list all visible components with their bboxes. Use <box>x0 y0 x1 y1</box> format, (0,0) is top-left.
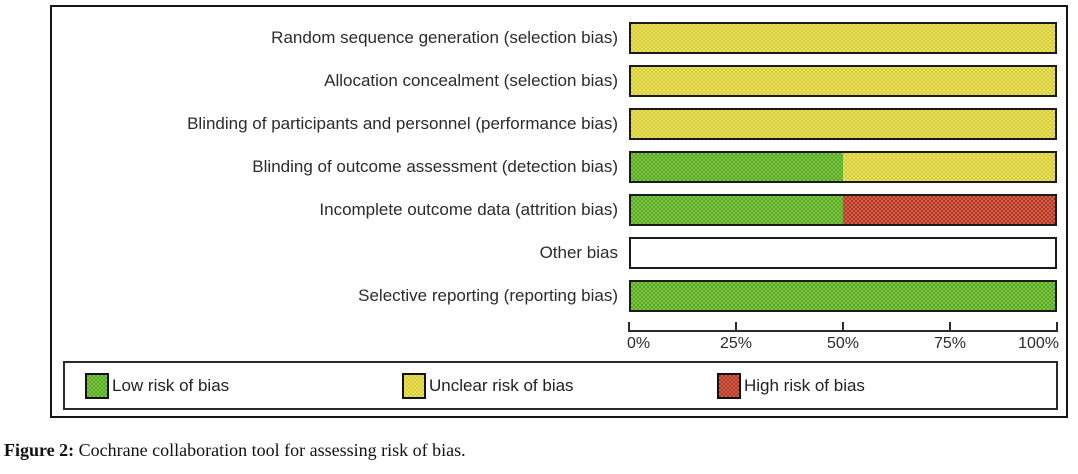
chart-row: Blinding of outcome assessment (detectio… <box>52 151 1066 194</box>
x-axis-tick <box>735 322 737 332</box>
x-axis-tick-label: 0% <box>627 335 651 352</box>
bar-segment-unclear-risk-of-bias <box>631 67 1055 95</box>
bar-segment-unclear-risk-of-bias <box>843 153 1055 181</box>
x-axis: 0% 25% 50% 75% 100% <box>627 322 1059 356</box>
legend-label: Low risk of bias <box>112 375 230 395</box>
x-axis-tick <box>1056 322 1058 332</box>
bar-segment-low-risk-of-bias <box>631 196 843 224</box>
bar-track <box>629 151 1057 183</box>
chart-row: Selective reporting (reporting bias) <box>52 280 1066 323</box>
bar-segment-unclear-risk-of-bias <box>631 24 1055 52</box>
chart-rows: Random sequence generation (selection bi… <box>52 22 1066 323</box>
bar-track <box>629 108 1057 140</box>
chart-row: Incomplete outcome data (attrition bias) <box>52 194 1066 237</box>
risk-of-bias-chart: Random sequence generation (selection bi… <box>50 5 1068 418</box>
legend-swatch-high-risk-of-bias <box>717 372 741 399</box>
caption-label: Figure 2: <box>4 440 75 460</box>
x-axis-tick <box>842 322 844 332</box>
legend-swatch-low-risk-of-bias <box>85 372 109 399</box>
category-label: Incomplete outcome data (attrition bias) <box>319 200 618 219</box>
caption-text: Cochrane collaboration tool for assessin… <box>74 440 466 460</box>
x-axis-tick <box>628 322 630 332</box>
chart-row: Blinding of participants and personnel (… <box>52 108 1066 151</box>
legend-box: Low risk of bias Unclear risk of bias High… <box>63 361 1058 410</box>
bar-segment-unclear-risk-of-bias <box>631 110 1055 138</box>
legend-item-low-risk-of-bias: Low risk of bias <box>85 363 229 408</box>
bar-track <box>629 237 1057 269</box>
legend-label: High risk of bias <box>744 375 865 395</box>
bar-track <box>629 280 1057 312</box>
category-label: Blinding of outcome assessment (detectio… <box>252 157 618 176</box>
legend-swatch-unclear-risk-of-bias <box>402 372 426 399</box>
bar-segment-high-risk-of-bias <box>843 196 1055 224</box>
category-label: Blinding of participants and personnel (… <box>187 114 618 133</box>
category-label: Other bias <box>539 243 618 262</box>
category-label: Random sequence generation (selection bi… <box>271 28 618 47</box>
x-axis-tick-label: 50% <box>826 335 860 352</box>
bar-segment-low-risk-of-bias <box>631 153 843 181</box>
chart-row: Other bias <box>52 237 1066 280</box>
category-label: Allocation concealment (selection bias) <box>324 71 618 90</box>
x-axis-tick-label: 25% <box>719 335 753 352</box>
category-label: Selective reporting (reporting bias) <box>358 286 618 305</box>
legend-label: Unclear risk of bias <box>429 375 574 395</box>
figure-caption: Figure 2: Cochrane collaboration tool fo… <box>4 440 466 461</box>
bar-segment-low-risk-of-bias <box>631 282 1055 310</box>
bar-track <box>629 65 1057 97</box>
chart-row: Random sequence generation (selection bi… <box>52 22 1066 65</box>
bar-track <box>629 22 1057 54</box>
chart-row: Allocation concealment (selection bias) <box>52 65 1066 108</box>
legend-item-unclear-risk-of-bias: Unclear risk of bias <box>402 363 574 408</box>
x-axis-tick <box>949 322 951 332</box>
x-axis-tick-label: 100% <box>1018 335 1059 352</box>
bar-track <box>629 194 1057 226</box>
legend-item-high-risk-of-bias: High risk of bias <box>717 363 865 408</box>
x-axis-tick-label: 75% <box>933 335 967 352</box>
